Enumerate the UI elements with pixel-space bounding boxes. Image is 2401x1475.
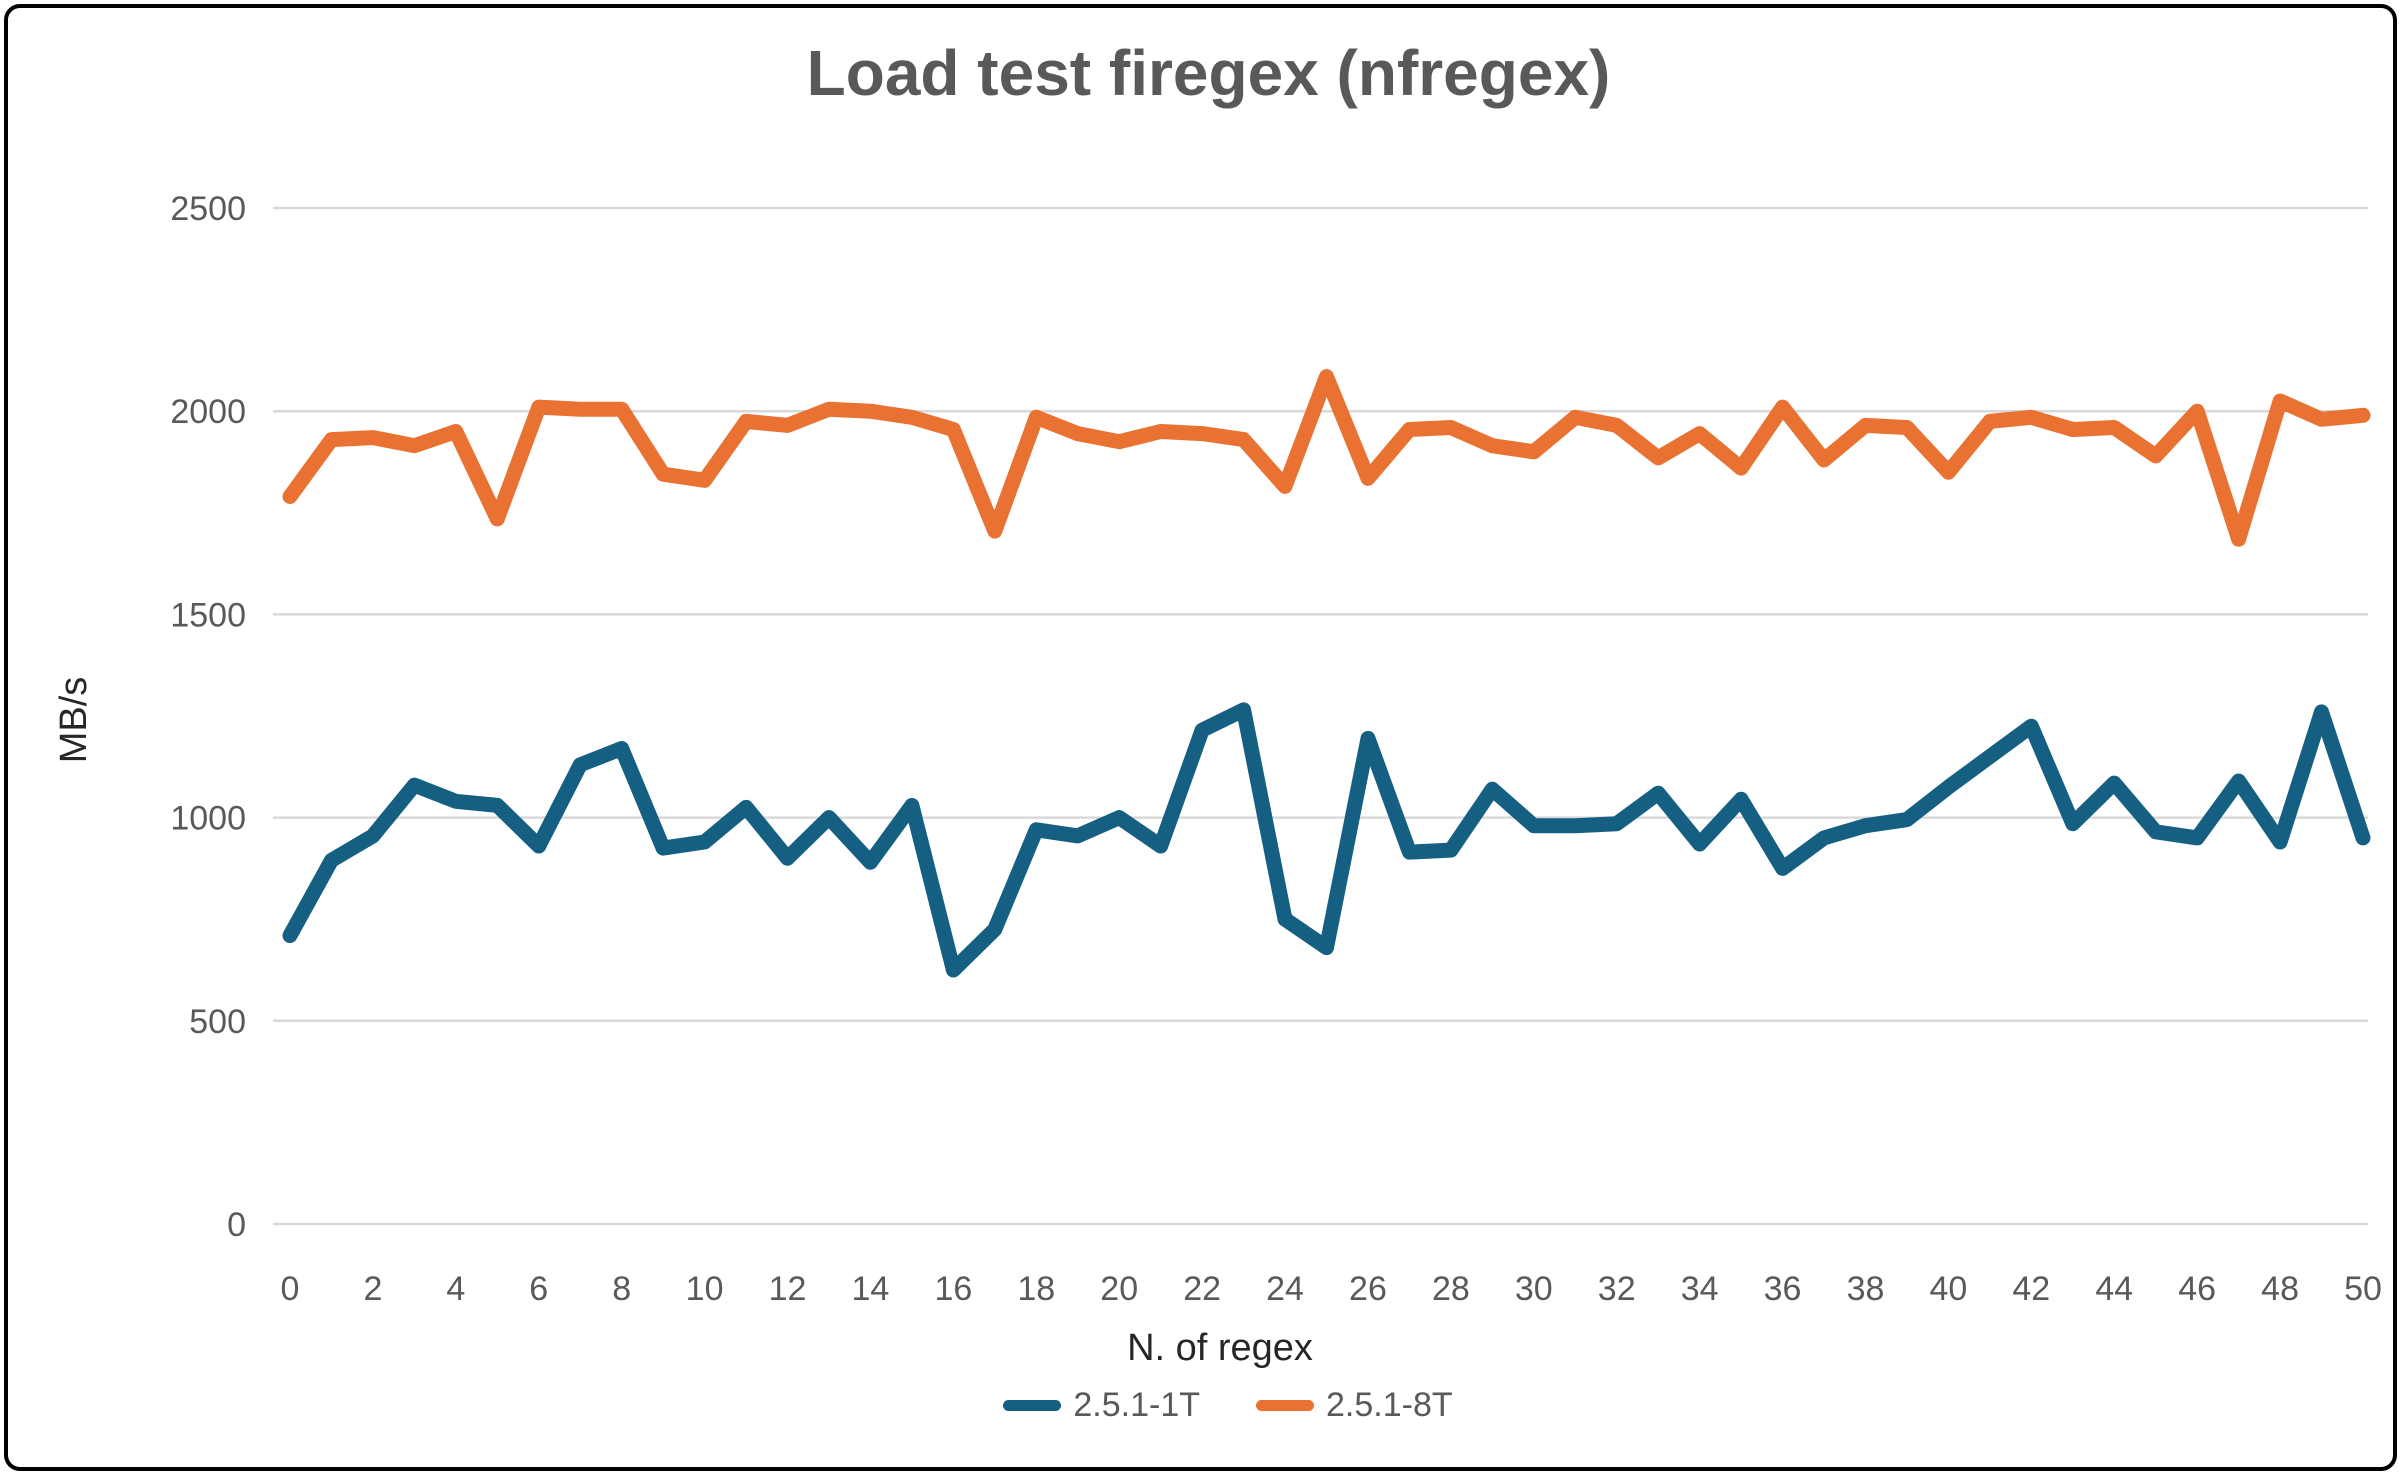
x-tick-label: 14 [852,1270,890,1308]
x-tick-label: 44 [2095,1270,2133,1308]
x-tick-label: 4 [446,1270,465,1308]
x-tick-label: 32 [1598,1270,1636,1308]
x-tick-label: 12 [769,1270,807,1308]
legend-label: 2.5.1-1T [1073,1386,1200,1424]
x-tick-label: 18 [1017,1270,1055,1308]
x-tick-label: 0 [281,1270,300,1308]
x-tick-label: 2 [363,1270,382,1308]
x-tick-label: 48 [2261,1270,2299,1308]
x-tick-label: 28 [1432,1270,1470,1308]
legend-item-2.5.1-8T[interactable]: 2.5.1-8T [1256,1386,1453,1425]
series-line-2.5.1-1T[interactable] [282,702,2371,978]
legend-swatch-icon [1003,1400,1062,1411]
x-tick-label: 16 [934,1270,972,1308]
x-tick-label: 26 [1349,1270,1387,1308]
x-tick-label: 38 [1847,1270,1885,1308]
x-tick-label: 50 [2344,1270,2382,1308]
x-tick-label: 42 [2012,1270,2050,1308]
x-tick-label: 20 [1100,1270,1138,1308]
legend: 2.5.1-1T 2.5.1-8T [8,1386,2393,1425]
y-tick-label: 2500 [170,190,246,228]
x-tick-label: 36 [1764,1270,1802,1308]
chart-frame: Load test firegex (nfregex) 0 500 1000 1500… [4,4,2397,1471]
x-tick-label: 46 [2178,1270,2216,1308]
x-tick-label: 34 [1681,1270,1719,1308]
x-tick-label: 30 [1515,1270,1553,1308]
x-tick-label: 6 [529,1270,548,1308]
y-axis-title: MB/s [53,677,95,764]
y-tick-label: 500 [189,1003,246,1041]
series-line-2.5.1-8T[interactable] [282,369,2371,547]
x-tick-label: 8 [612,1270,631,1308]
y-tick-label: 1000 [170,800,246,838]
x-axis-title: N. of regex [1127,1327,1313,1369]
x-tick-label: 24 [1266,1270,1304,1308]
legend-swatch-icon [1256,1400,1314,1411]
legend-item-2.5.1-1T[interactable]: 2.5.1-1T [1003,1386,1200,1425]
x-tick-label: 40 [1929,1270,1967,1308]
x-tick-label: 10 [686,1270,724,1308]
y-tick-label: 2000 [170,393,246,431]
chart-title: Load test firegex (nfregex) [806,37,1611,109]
y-tick-label: 0 [227,1206,246,1244]
x-tick-label: 22 [1183,1270,1221,1308]
y-tick-label: 1500 [170,596,246,634]
legend-label: 2.5.1-8T [1326,1386,1453,1424]
